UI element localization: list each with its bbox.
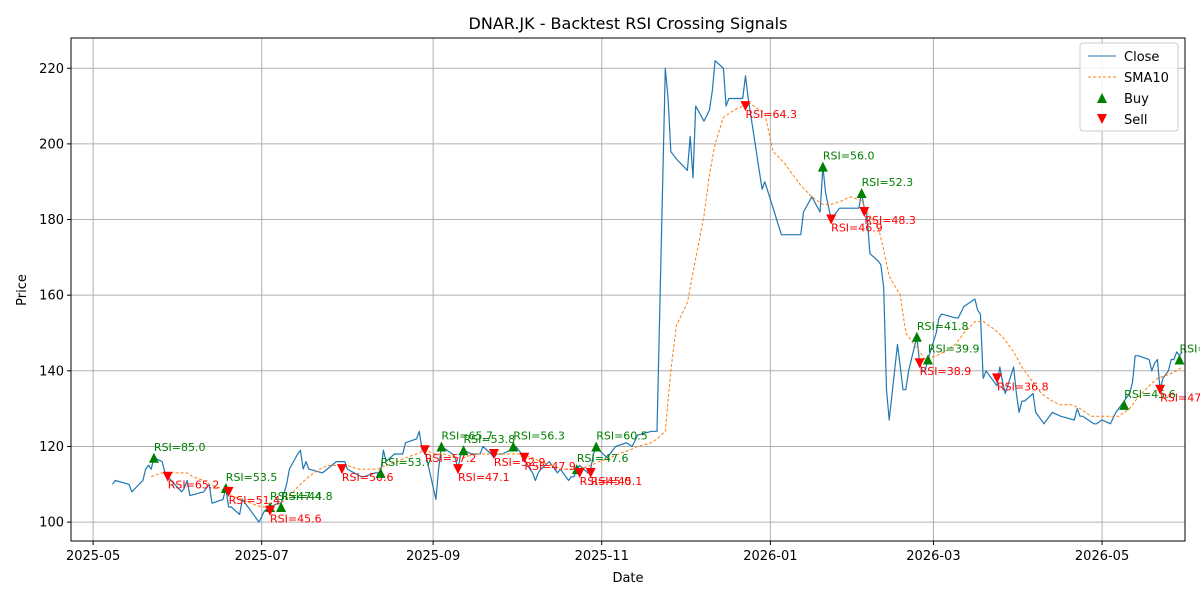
buy-signal-label: RSI=53.7 xyxy=(381,456,433,469)
buy-signal-label: RSI=47.6 xyxy=(577,452,629,465)
buy-signal-label: RSI=85.0 xyxy=(154,441,206,454)
buy-signal-marker xyxy=(508,441,519,452)
series-layer xyxy=(112,60,1183,523)
sell-signal-label: RSI=46.9 xyxy=(831,222,883,235)
sell-signal-marker xyxy=(519,452,530,463)
sell-signal-marker xyxy=(223,486,234,497)
legend-buy-marker xyxy=(1097,93,1107,103)
sell-signal-marker xyxy=(574,467,585,478)
buy-signal-label: RSI=44.8 xyxy=(281,490,333,503)
x-tick-label: 2025-09 xyxy=(406,549,460,564)
y-axis-title: Price xyxy=(15,274,30,306)
legend-sell-label: Sell xyxy=(1124,113,1147,128)
buy-signal-marker xyxy=(276,501,287,512)
sell-signal-label: RSI=36.8 xyxy=(997,380,1049,393)
y-tick-label: 200 xyxy=(39,137,64,152)
buy-signal-label: RSI=41.8 xyxy=(917,320,969,333)
legend: Close SMA10 Buy Sell xyxy=(1079,42,1179,132)
buy-signal-marker xyxy=(1119,399,1130,410)
buy-signal-label: RSI=39.9 xyxy=(928,342,980,355)
buy-signal-marker xyxy=(458,445,469,456)
x-tick-label: 2025-07 xyxy=(235,549,289,564)
sma-series-line xyxy=(151,101,1183,508)
sell-signal-label: RSI=52.9 xyxy=(494,456,546,469)
sell-signal-marker xyxy=(914,358,925,369)
x-tick-label: 2026-03 xyxy=(906,549,960,564)
sell-signal-label: RSI=45.6 xyxy=(270,513,322,526)
x-tick-label: 2026-05 xyxy=(1075,549,1129,564)
x-axis-ticks: 2025-05 2025-07 2025-09 2025-11 2026-01 2026-… xyxy=(66,541,1129,564)
sell-signal-marker xyxy=(740,101,751,112)
y-tick-label: 220 xyxy=(39,62,64,77)
buy-signal-label: RSI=53.5 xyxy=(226,471,278,484)
legend-sell-marker xyxy=(1097,114,1107,124)
sell-signal-marker xyxy=(826,214,837,225)
x-axis-title: Date xyxy=(612,571,643,586)
buy-signal-label: RSI=52.3 xyxy=(862,176,914,189)
sell-signal-label: RSI=64.3 xyxy=(745,108,797,121)
sell-signal-marker xyxy=(1155,384,1166,395)
buy-signal-label: RSI=60.5 xyxy=(596,429,648,442)
buy-signal-label: RSI=47.4 xyxy=(270,490,322,503)
buy-signal-marker xyxy=(922,354,933,365)
buy-signal-label: RSI=65.7 xyxy=(441,429,493,442)
plot-frame xyxy=(70,37,1186,542)
buy-signal-marker xyxy=(436,441,447,452)
sell-signal-marker xyxy=(992,373,1003,384)
buy-signal-marker xyxy=(375,467,386,478)
sell-signal-label: RSI=47.1 xyxy=(458,471,510,484)
legend-box xyxy=(1079,42,1179,132)
buy-signal-marker xyxy=(1174,354,1185,365)
y-tick-label: 140 xyxy=(39,364,64,379)
x-tick-label: 2025-11 xyxy=(575,549,629,564)
sell-signal-label: RSI=47.5 xyxy=(1160,392,1200,405)
sell-signal-label: RSI=45.0 xyxy=(580,475,632,488)
x-tick-label: 2025-05 xyxy=(66,549,120,564)
buy-signal-label: RSI=56.3 xyxy=(513,429,565,442)
buy-signal-label: RSI=57.8 xyxy=(1179,342,1200,355)
buy-signal-marker xyxy=(856,188,867,199)
sell-signal-marker xyxy=(452,464,463,475)
buy-signal-marker xyxy=(148,452,159,463)
y-tick-label: 100 xyxy=(39,516,64,531)
legend-sma-label: SMA10 xyxy=(1124,71,1169,86)
x-tick-label: 2026-01 xyxy=(743,549,797,564)
sell-signal-label: RSI=51.4 xyxy=(229,494,281,507)
y-tick-label: 120 xyxy=(39,440,64,455)
sell-signal-marker xyxy=(585,467,596,478)
sell-signal-label: RSI=65.2 xyxy=(168,479,220,492)
buy-signal-marker xyxy=(591,441,602,452)
buy-signal-marker xyxy=(911,331,922,342)
sell-signal-marker xyxy=(419,445,430,456)
y-axis-ticks: 100 120 140 160 180 200 220 xyxy=(39,62,71,531)
close-series-line xyxy=(112,60,1183,523)
sell-signal-label: RSI=48.3 xyxy=(864,214,916,227)
sell-signal-marker xyxy=(859,206,870,217)
buy-signal-marker xyxy=(817,161,828,172)
sell-signal-marker xyxy=(265,505,276,516)
buy-signal-label: RSI=56.0 xyxy=(823,150,875,163)
legend-close-label: Close xyxy=(1124,50,1159,65)
sell-signal-label: RSI=38.9 xyxy=(920,365,972,378)
y-tick-label: 180 xyxy=(39,213,64,228)
sell-signal-label: RSI=45.1 xyxy=(591,475,643,488)
chart-title: DNAR.JK - Backtest RSI Crossing Signals xyxy=(469,14,788,33)
signal-layer: RSI=85.0 RSI=65.2 RSI=53.5 RSI=51.4RSI=47.4… xyxy=(148,101,1200,526)
legend-buy-label: Buy xyxy=(1124,92,1149,107)
buy-signal-label: RSI=45.6 xyxy=(1124,388,1176,401)
sell-signal-label: RSI=57.2 xyxy=(425,452,477,465)
buy-signal-label: RSI=53.8 xyxy=(464,433,516,446)
sell-signal-marker xyxy=(336,464,347,475)
y-tick-label: 160 xyxy=(39,289,64,304)
sell-signal-marker xyxy=(488,449,499,460)
sell-signal-marker xyxy=(162,471,173,482)
sell-signal-label: RSI=50.6 xyxy=(342,471,394,484)
sell-signal-label: RSI=47.9 xyxy=(524,460,576,473)
